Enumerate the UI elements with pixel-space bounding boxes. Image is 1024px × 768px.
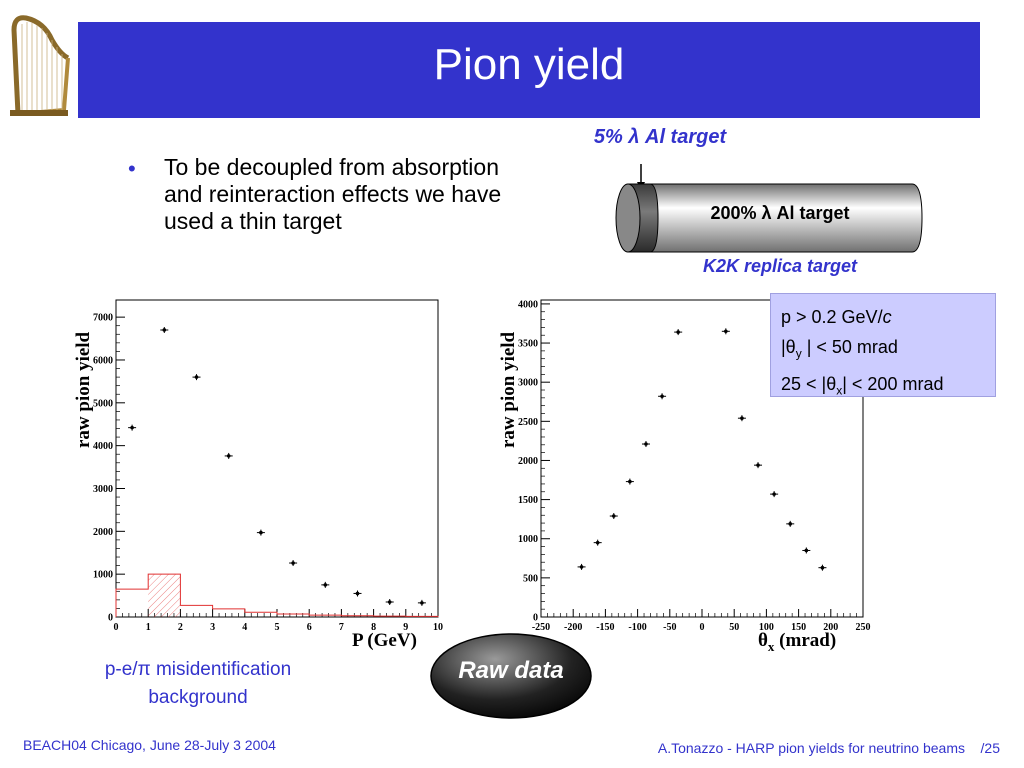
left-data-point — [256, 529, 265, 536]
left-data-point — [160, 326, 169, 333]
left-plot-frame — [115, 299, 439, 618]
left-x-tick-label: 1 — [146, 622, 151, 633]
left-hist-outline — [115, 573, 439, 617]
background-label: p-e/π misidentification background — [70, 656, 326, 712]
background-label-line2: background — [148, 687, 248, 708]
left-hist-bin — [148, 574, 181, 617]
left-x-tick-label: 5 — [275, 622, 280, 633]
raw-data-badge — [430, 633, 592, 719]
left-data-point — [128, 424, 137, 431]
left-data-point — [289, 560, 298, 567]
thin-target-label: 5% λ Al target — [593, 126, 727, 148]
left-x-tick-label: 4 — [242, 622, 247, 633]
left-x-tick-label: 6 — [307, 622, 312, 633]
left-x-tick-label: 10 — [433, 622, 443, 633]
left-x-tick-label: 7 — [339, 622, 344, 633]
footer-author: A.Tonazzo - HARP pion yields for neutrin… — [657, 740, 1000, 756]
left-x-tick-label: 0 — [114, 622, 119, 633]
footer-conference: BEACH04 Chicago, June 28-July 3 2004 — [23, 737, 276, 753]
left-y-tick-label: 4000 — [93, 441, 113, 452]
raw-data-text: Raw data — [458, 657, 564, 684]
left-data-point — [353, 590, 362, 597]
left-y-tick-label: 7000 — [93, 313, 113, 324]
left-data-point — [192, 374, 201, 381]
slide-title: Pion yield — [433, 40, 625, 89]
right-y-axis-label: raw pion yield — [498, 331, 519, 448]
left-x-tick-label: 8 — [371, 622, 376, 633]
left-y-tick-label: 5000 — [93, 398, 113, 409]
left-x-tick-label: 3 — [210, 622, 215, 633]
bullet-marker: • — [128, 156, 136, 181]
left-data-point — [321, 581, 330, 588]
left-y-tick-label: 0 — [108, 613, 113, 624]
left-y-axis-label: raw pion yield — [73, 331, 94, 448]
left-x-axis-label: P (GeV) — [352, 630, 417, 651]
right-x-axis-label: θx (mrad) — [758, 630, 837, 654]
left-data-point — [224, 452, 233, 459]
left-y-tick-label: 6000 — [93, 355, 113, 366]
left-data-point — [385, 599, 394, 606]
cut-theta-y: |θy | < 50 mrad — [781, 337, 898, 361]
cut-momentum: p > 0.2 GeV/c — [781, 307, 892, 327]
title-bar — [78, 22, 980, 118]
left-data-point — [417, 599, 426, 606]
target-illustration — [615, 164, 923, 253]
background-label-line1: p-e/π misidentification — [104, 659, 292, 680]
cut-theta-x: 25 < |θx| < 200 mrad — [781, 373, 944, 398]
left-y-tick-label: 2000 — [93, 527, 113, 538]
left-x-tick-label: 9 — [403, 622, 408, 633]
left-y-tick-label: 3000 — [93, 484, 113, 495]
thick-target-label: 200% λ Al target — [710, 203, 850, 223]
replica-target-label: K2K replica target — [702, 256, 858, 276]
left-x-tick-label: 2 — [178, 622, 183, 633]
left-y-tick-label: 1000 — [93, 570, 113, 581]
harp-logo-icon — [10, 15, 70, 116]
bullet-text: To be decoupled from absorption and rein… — [164, 154, 502, 234]
selection-cuts-box: p > 0.2 GeV/c |θy | < 50 mrad 25 < |θx| … — [770, 293, 996, 397]
